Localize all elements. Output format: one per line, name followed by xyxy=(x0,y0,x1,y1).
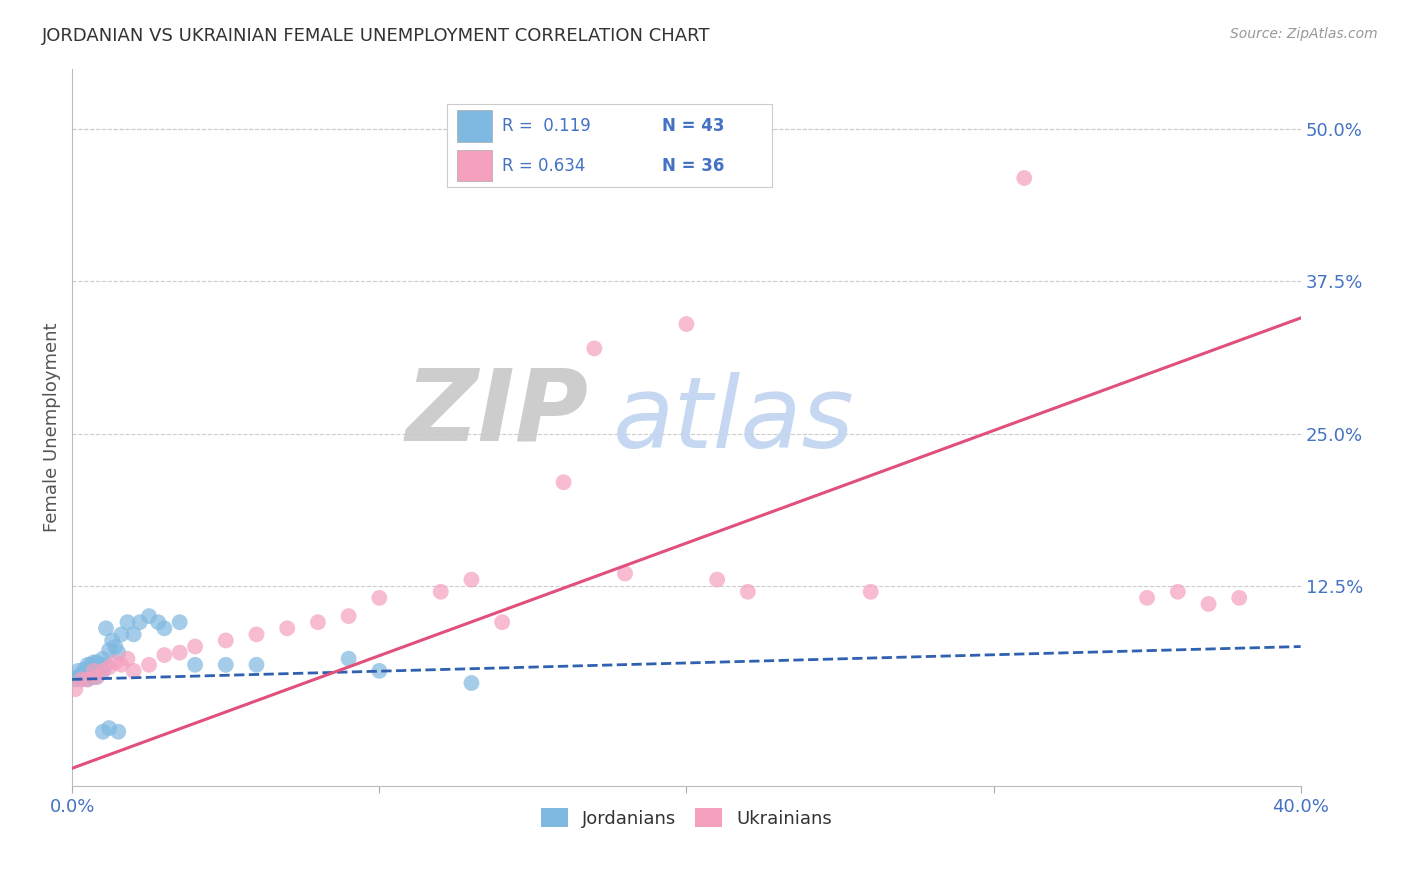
Point xyxy=(94,657,117,672)
Point xyxy=(491,615,513,630)
Text: ZIP: ZIP xyxy=(405,365,588,462)
Point xyxy=(1012,171,1035,186)
Point xyxy=(94,621,117,635)
Point xyxy=(76,657,98,672)
Point xyxy=(148,615,170,630)
Point xyxy=(1227,591,1250,605)
Point xyxy=(98,660,121,674)
Point xyxy=(169,615,191,630)
Point xyxy=(83,656,105,670)
Point xyxy=(89,657,111,672)
Point xyxy=(153,648,176,662)
Point xyxy=(86,670,108,684)
Point xyxy=(104,640,127,654)
Point xyxy=(138,609,160,624)
Point xyxy=(70,673,93,687)
Point xyxy=(67,670,90,684)
Point xyxy=(169,646,191,660)
Point xyxy=(122,664,145,678)
Point xyxy=(337,651,360,665)
Point xyxy=(67,664,90,678)
Point xyxy=(675,317,697,331)
Point xyxy=(86,664,108,678)
Point xyxy=(79,665,101,679)
Point xyxy=(184,640,207,654)
Point xyxy=(107,646,129,660)
Point xyxy=(215,633,238,648)
Point xyxy=(706,573,728,587)
Point xyxy=(91,724,114,739)
Point xyxy=(70,667,93,681)
Point xyxy=(110,657,132,672)
Point xyxy=(89,664,111,678)
Point xyxy=(83,664,105,678)
Point xyxy=(276,621,298,635)
Point xyxy=(79,670,101,684)
Point xyxy=(98,721,121,735)
Point xyxy=(337,609,360,624)
Point xyxy=(104,656,127,670)
Point xyxy=(245,627,267,641)
Point xyxy=(128,615,150,630)
Point xyxy=(122,627,145,641)
Point xyxy=(73,670,96,684)
Text: Source: ZipAtlas.com: Source: ZipAtlas.com xyxy=(1230,27,1378,41)
Point xyxy=(65,673,87,687)
Point xyxy=(368,664,391,678)
Point xyxy=(98,643,121,657)
Point xyxy=(110,627,132,641)
Point xyxy=(79,657,101,672)
Point xyxy=(138,657,160,672)
Point xyxy=(86,670,108,684)
Text: JORDANIAN VS UKRAINIAN FEMALE UNEMPLOYMENT CORRELATION CHART: JORDANIAN VS UKRAINIAN FEMALE UNEMPLOYME… xyxy=(42,27,710,45)
Point xyxy=(91,651,114,665)
Point xyxy=(1198,597,1220,611)
Point xyxy=(70,673,93,687)
Point xyxy=(117,651,139,665)
Point xyxy=(553,475,575,490)
Point xyxy=(583,342,606,356)
Point xyxy=(215,657,238,672)
Point xyxy=(614,566,637,581)
Point xyxy=(859,584,882,599)
Point xyxy=(1136,591,1159,605)
Point xyxy=(368,591,391,605)
Point xyxy=(107,724,129,739)
Text: atlas: atlas xyxy=(613,372,855,469)
Point xyxy=(76,673,98,687)
Point xyxy=(83,670,105,684)
Point xyxy=(91,664,114,678)
Point xyxy=(73,663,96,677)
Point xyxy=(184,657,207,672)
Point xyxy=(460,573,482,587)
Legend: Jordanians, Ukrainians: Jordanians, Ukrainians xyxy=(534,801,839,835)
Point xyxy=(91,664,114,678)
Point xyxy=(76,673,98,687)
Point xyxy=(460,676,482,690)
Point xyxy=(117,615,139,630)
Point xyxy=(101,633,124,648)
Point xyxy=(65,682,87,697)
Point xyxy=(83,664,105,678)
Point xyxy=(153,621,176,635)
Point xyxy=(245,657,267,672)
Y-axis label: Female Unemployment: Female Unemployment xyxy=(44,323,60,533)
Point xyxy=(737,584,759,599)
Point xyxy=(429,584,451,599)
Point xyxy=(76,667,98,681)
Point xyxy=(307,615,329,630)
Point xyxy=(86,656,108,670)
Point xyxy=(1167,584,1189,599)
